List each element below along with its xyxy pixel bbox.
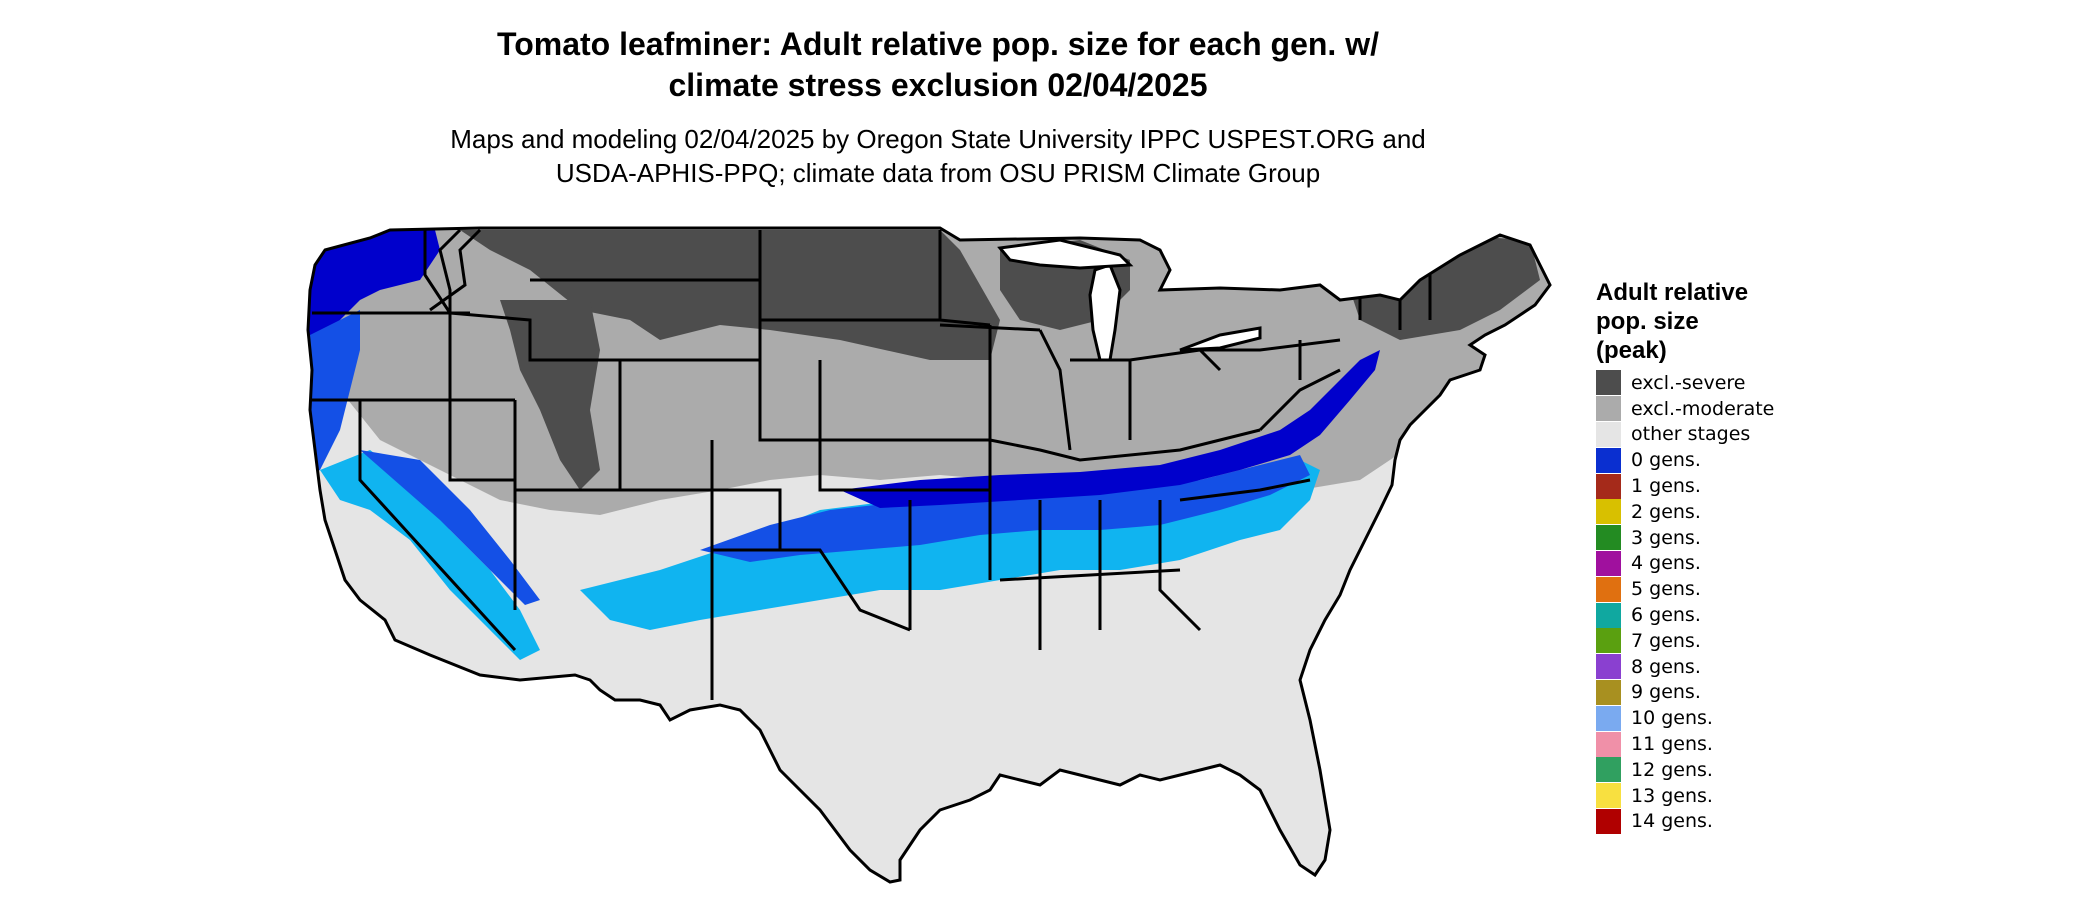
- legend-label: 3 gens.: [1631, 526, 1701, 549]
- legend-item: 0 gens.: [1596, 447, 1816, 473]
- legend-label: 7 gens.: [1631, 629, 1701, 652]
- legend-label: 14 gens.: [1631, 810, 1713, 833]
- legend-swatch: [1596, 499, 1621, 525]
- legend-item: excl.-severe: [1596, 370, 1816, 396]
- legend-swatch: [1596, 808, 1621, 834]
- legend-label: 1 gens.: [1631, 475, 1701, 498]
- legend-label: 2 gens.: [1631, 500, 1701, 523]
- legend-item: 5 gens.: [1596, 576, 1816, 602]
- legend-label: 8 gens.: [1631, 655, 1701, 678]
- legend-swatch: [1596, 370, 1621, 396]
- map-subtitle-line-1: Maps and modeling 02/04/2025 by Oregon S…: [450, 124, 1426, 154]
- legend-swatch: [1596, 447, 1621, 473]
- legend-item: 7 gens.: [1596, 628, 1816, 654]
- legend-item: 1 gens.: [1596, 473, 1816, 499]
- legend-title: Adult relative pop. size (peak): [1596, 278, 1816, 365]
- legend-label: 11 gens.: [1631, 733, 1713, 756]
- legend-label: 10 gens.: [1631, 707, 1713, 730]
- legend-item: excl.-moderate: [1596, 396, 1816, 422]
- legend-title-line-2: pop. size: [1596, 308, 1699, 335]
- legend-label: other stages: [1631, 423, 1751, 446]
- legend-label: excl.-moderate: [1631, 397, 1775, 420]
- legend-swatch: [1596, 525, 1621, 551]
- legend-item: 9 gens.: [1596, 679, 1816, 706]
- legend-item: 3 gens.: [1596, 525, 1816, 551]
- legend-item: 8 gens.: [1596, 654, 1816, 680]
- legend-swatch: [1596, 602, 1621, 628]
- legend-swatch: [1596, 473, 1621, 499]
- legend-swatch: [1596, 731, 1621, 757]
- legend-item: 11 gens.: [1596, 731, 1816, 757]
- legend-label: 4 gens.: [1631, 552, 1701, 575]
- gens0-region-sierra-dark: [360, 450, 540, 605]
- map-title: Tomato leafminer: Adult relative pop. si…: [0, 24, 1876, 106]
- legend-swatch: [1596, 628, 1621, 654]
- excl-severe-region-rockies: [500, 300, 600, 490]
- us-conus-map: [306, 226, 1552, 884]
- legend-swatch: [1596, 783, 1621, 809]
- map-title-line-2: climate stress exclusion 02/04/2025: [668, 67, 1208, 103]
- legend-swatch: [1596, 576, 1621, 602]
- great-lakes: [997, 238, 1262, 362]
- legend-item: 13 gens.: [1596, 783, 1816, 809]
- legend-label: 6 gens.: [1631, 604, 1701, 627]
- legend-swatch: [1596, 757, 1621, 783]
- legend-label: 5 gens.: [1631, 578, 1701, 601]
- lake-erie: [1179, 326, 1262, 352]
- lake-michigan: [1088, 263, 1122, 362]
- legend-swatch: [1596, 705, 1621, 731]
- legend-swatch: [1596, 550, 1621, 576]
- legend-item: 2 gens.: [1596, 499, 1816, 525]
- map-subtitle: Maps and modeling 02/04/2025 by Oregon S…: [0, 122, 1876, 190]
- gens0-region-south-mid: [700, 455, 1310, 562]
- legend-item: 12 gens.: [1596, 757, 1816, 783]
- legend-item: 10 gens.: [1596, 705, 1816, 731]
- legend-item: 14 gens.: [1596, 808, 1816, 835]
- legend-item: other stages: [1596, 421, 1816, 448]
- state-borders: [308, 228, 1432, 700]
- gens0-region-pnw-mid: [308, 310, 360, 480]
- legend-label: 13 gens.: [1631, 784, 1713, 807]
- legend-item: 6 gens.: [1596, 602, 1816, 628]
- legend-label: 9 gens.: [1631, 681, 1701, 704]
- legend-label: 0 gens.: [1631, 449, 1701, 472]
- legend-label: excl.-severe: [1631, 371, 1746, 394]
- lake-superior: [997, 238, 1134, 270]
- gens0-region-south-dark: [840, 350, 1380, 508]
- legend-swatch: [1596, 396, 1621, 422]
- legend-swatch: [1596, 679, 1621, 705]
- legend-title-line-3: (peak): [1596, 337, 1667, 364]
- legend-swatch: [1596, 421, 1621, 447]
- excl-severe-region-newengland: [1350, 235, 1540, 340]
- excl-severe-region-plains: [460, 230, 1000, 360]
- legend-title-line-1: Adult relative: [1596, 279, 1749, 306]
- map-title-line-1: Tomato leafminer: Adult relative pop. si…: [497, 26, 1379, 62]
- map-legend: Adult relative pop. size (peak) excl.-se…: [1596, 278, 1816, 834]
- map-subtitle-line-2: USDA-APHIS-PPQ; climate data from OSU PR…: [555, 158, 1321, 188]
- legend-items: excl.-severe excl.-moderate other stages 0 …: [1596, 370, 1816, 834]
- legend-label: 12 gens.: [1631, 758, 1713, 781]
- legend-swatch: [1596, 654, 1621, 680]
- legend-item: 4 gens.: [1596, 550, 1816, 577]
